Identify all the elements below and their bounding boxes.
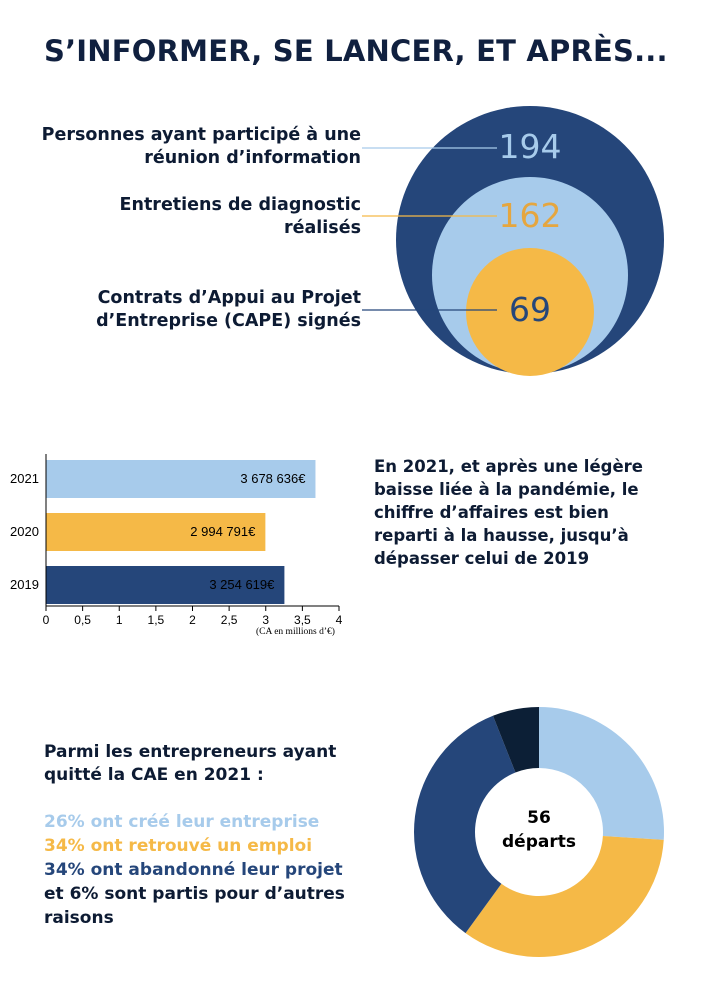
exit-abandoned-project: 34% ont abandonné leur projet: [44, 860, 343, 880]
x-tick-label-6: 3: [262, 613, 270, 627]
donut-center-label: départs: [502, 832, 576, 852]
x-tick-label-3: 1,5: [147, 613, 165, 627]
circle-value-194: 194: [498, 127, 562, 166]
x-tick-label-5: 2,5: [220, 613, 238, 627]
bar-2021: [46, 460, 316, 498]
revenue-commentary: En 2021, et après une légère baisse liée…: [374, 457, 643, 568]
circle-value-162: 162: [498, 196, 562, 235]
circle-label-162-line1: Entretiens de diagnostic: [119, 195, 361, 215]
circle-69: [466, 248, 594, 376]
exits-list: 26% ont créé leur entreprise 34% ont ret…: [44, 810, 384, 930]
x-tick-label-0: 0: [42, 613, 50, 627]
donut-slice-3: [492, 707, 539, 773]
x-tick-label-4: 2: [189, 613, 196, 627]
circle-label-194-line2: réunion d’information: [144, 148, 361, 168]
donut-chart: [414, 707, 665, 958]
x-tick-label-8: 4: [335, 613, 343, 627]
bar-value-label-2019: 3 254 619€: [209, 577, 275, 592]
donut-slice-0: [539, 707, 665, 840]
bar-chart: [45, 454, 340, 611]
bar-category-label-2020: 2020: [10, 524, 39, 539]
exit-created-business: 26% ont créé leur entreprise: [44, 812, 320, 832]
donut-center: 56 départs: [469, 806, 609, 854]
donut-slice-1: [465, 836, 664, 958]
bar-value-label-2021: 3 678 636€: [240, 471, 306, 486]
exit-other-reasons-line2: raisons: [44, 908, 114, 928]
circle-label-162-line2: réalisés: [283, 218, 361, 238]
bar-2019: [46, 566, 285, 604]
bar-2020: [46, 513, 266, 551]
circle-label-69-line1: Contrats d’Appui au Projet: [97, 288, 361, 308]
donut-center-value: 56: [527, 808, 551, 828]
page-title: S’INFORMER, SE LANCER, ET APRÈS...: [44, 34, 668, 68]
x-tick-label-2: 1: [115, 613, 123, 627]
bar-chart-xlabel: (CA en millions d’€): [256, 627, 335, 637]
circle-value-69: 69: [509, 290, 551, 329]
x-tick-label-1: 0,5: [74, 613, 91, 627]
circle-label-69: Contrats d’Appui au Projet d’Entreprise …: [96, 287, 361, 333]
bar-category-label-2019: 2019: [10, 577, 39, 592]
bar-value-label-2020: 2 994 791€: [190, 524, 256, 539]
circle-label-194: Personnes ayant participé à une réunion …: [42, 124, 361, 170]
nested-circles: [362, 106, 664, 376]
donut-slice-2: [414, 715, 516, 934]
circle-label-194-line1: Personnes ayant participé à une: [41, 125, 361, 145]
x-tick-label-7: 3,5: [294, 613, 311, 627]
exits-heading: Parmi les entrepreneurs ayant quitté la …: [44, 742, 337, 785]
circle-label-69-line2: d’Entreprise (CAPE) signés: [96, 311, 361, 331]
exit-found-job: 34% ont retrouvé un emploi: [44, 836, 313, 856]
bar-category-label-2021: 2021: [10, 471, 39, 486]
exit-other-reasons-line1: et 6% sont partis pour d’autres: [44, 884, 345, 904]
circle-label-162: Entretiens de diagnostic réalisés: [120, 194, 361, 240]
